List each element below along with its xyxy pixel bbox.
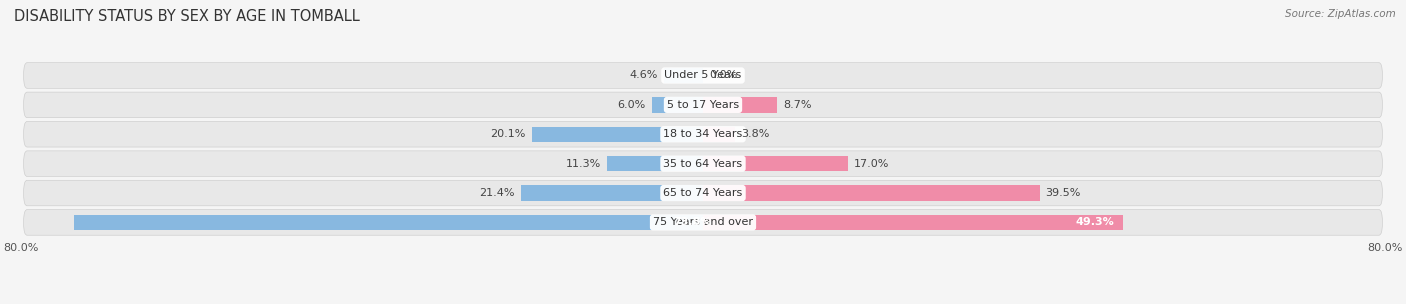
Bar xyxy=(531,127,703,142)
Bar xyxy=(703,97,778,112)
Bar xyxy=(703,156,848,171)
Text: 75 Years and over: 75 Years and over xyxy=(652,217,754,227)
Bar xyxy=(703,185,1039,201)
Bar xyxy=(606,156,703,171)
Text: 35 to 64 Years: 35 to 64 Years xyxy=(664,159,742,169)
Text: 65 to 74 Years: 65 to 74 Years xyxy=(664,188,742,198)
Text: Source: ZipAtlas.com: Source: ZipAtlas.com xyxy=(1285,9,1396,19)
Bar xyxy=(703,215,1123,230)
Text: 4.6%: 4.6% xyxy=(630,71,658,81)
Text: 18 to 34 Years: 18 to 34 Years xyxy=(664,129,742,139)
Text: 3.8%: 3.8% xyxy=(741,129,769,139)
FancyBboxPatch shape xyxy=(24,180,1382,206)
Text: 17.0%: 17.0% xyxy=(853,159,889,169)
Text: 73.8%: 73.8% xyxy=(673,217,711,227)
Bar xyxy=(664,68,703,83)
Text: 5 to 17 Years: 5 to 17 Years xyxy=(666,100,740,110)
Legend: Male, Female: Male, Female xyxy=(641,300,765,304)
Text: 21.4%: 21.4% xyxy=(479,188,515,198)
FancyBboxPatch shape xyxy=(24,92,1382,118)
Text: 39.5%: 39.5% xyxy=(1046,188,1081,198)
Bar xyxy=(652,97,703,112)
Text: 8.7%: 8.7% xyxy=(783,100,811,110)
FancyBboxPatch shape xyxy=(24,210,1382,235)
Text: 0.0%: 0.0% xyxy=(709,71,737,81)
Text: 6.0%: 6.0% xyxy=(617,100,645,110)
Text: 20.1%: 20.1% xyxy=(491,129,526,139)
Bar xyxy=(520,185,703,201)
Bar xyxy=(703,127,735,142)
Bar xyxy=(75,215,703,230)
FancyBboxPatch shape xyxy=(24,63,1382,88)
Text: DISABILITY STATUS BY SEX BY AGE IN TOMBALL: DISABILITY STATUS BY SEX BY AGE IN TOMBA… xyxy=(14,9,360,24)
Text: Under 5 Years: Under 5 Years xyxy=(665,71,741,81)
Text: 11.3%: 11.3% xyxy=(565,159,600,169)
Text: 49.3%: 49.3% xyxy=(1076,217,1115,227)
FancyBboxPatch shape xyxy=(24,151,1382,176)
FancyBboxPatch shape xyxy=(24,122,1382,147)
